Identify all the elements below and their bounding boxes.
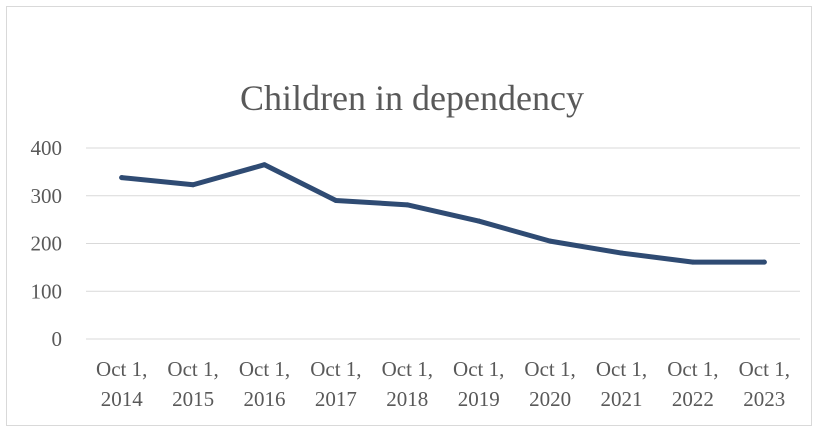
data-point <box>547 238 553 244</box>
chart-title: Children in dependency <box>240 78 584 118</box>
x-tick-label: Oct 1, 2017 <box>310 357 361 411</box>
x-tick-label: Oct 1, 2022 <box>667 357 718 411</box>
y-tick-label: 400 <box>31 136 63 160</box>
data-point <box>619 250 624 256</box>
y-tick-label: 100 <box>31 279 63 303</box>
y-tick-label: 0 <box>52 327 63 351</box>
x-tick-label: Oct 1, 2021 <box>596 357 647 411</box>
x-tick-label: Oct 1, 2023 <box>739 357 790 411</box>
x-tick-label: Oct 1, 2020 <box>524 357 575 411</box>
x-axis-ticks: Oct 1, 2014 Oct 1, 2015 Oct 1, 2016 Oct 1, 2017… <box>96 357 790 411</box>
x-tick-label: Oct 1, 2016 <box>239 357 290 411</box>
y-axis-ticks: 0 100 200 300 400 <box>31 136 63 351</box>
data-point <box>690 259 696 265</box>
data-point <box>404 202 410 208</box>
y-tick-label: 300 <box>31 184 63 208</box>
data-point <box>333 198 339 204</box>
x-tick-label: Oct 1, 2014 <box>96 357 147 411</box>
series-line <box>119 162 767 265</box>
data-point <box>190 182 196 188</box>
x-tick-label: Oct 1, 2018 <box>382 357 433 411</box>
y-tick-label: 200 <box>31 232 63 256</box>
data-point <box>119 175 125 181</box>
chart-frame <box>6 6 812 426</box>
data-point <box>262 162 267 168</box>
x-tick-label: Oct 1, 2019 <box>453 357 504 411</box>
x-tick-label: Oct 1, 2015 <box>167 357 218 411</box>
data-point <box>761 259 767 265</box>
data-point <box>476 218 482 224</box>
plot-area <box>119 162 767 265</box>
gridlines <box>86 147 800 340</box>
